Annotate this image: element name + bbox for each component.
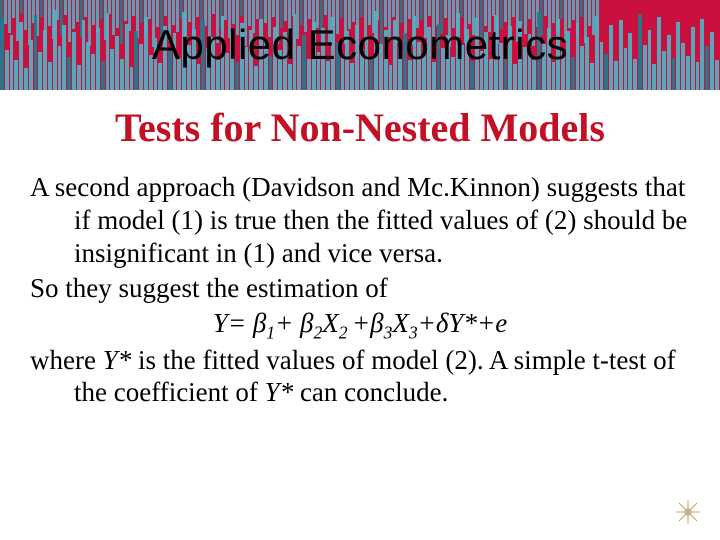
eq-sub2: 2 bbox=[313, 322, 322, 342]
eq-e: e bbox=[495, 308, 507, 338]
p3-text-a: where bbox=[30, 345, 103, 375]
slide-content: Tests for Non-Nested Models A second app… bbox=[0, 90, 720, 409]
eq-Y: Y= bbox=[213, 308, 253, 338]
body-text: A second approach (Davidson and Mc.Kinno… bbox=[30, 171, 690, 409]
course-title: Applied Econometrics bbox=[0, 0, 720, 90]
eq-delta: δ bbox=[436, 308, 449, 338]
eq-plus1: + bbox=[275, 308, 300, 338]
eq-subx2: 2 bbox=[339, 322, 352, 342]
paragraph-3: where Y* is the fitted values of model (… bbox=[30, 344, 690, 410]
equation: Y= β1+ β2X2 +β3X3+δY*+e bbox=[30, 307, 690, 344]
eq-beta2: β bbox=[300, 308, 313, 338]
p3-text-c: can conclude. bbox=[293, 377, 448, 407]
p3-ystar2: Y* bbox=[265, 377, 294, 407]
p3-ystar: Y* bbox=[103, 345, 132, 375]
eq-beta3: β bbox=[370, 308, 383, 338]
eq-subx3: 3 bbox=[409, 322, 418, 342]
paragraph-2: So they suggest the estimation of bbox=[30, 272, 690, 305]
eq-plus3: + bbox=[418, 308, 436, 338]
title-banner: Applied Econometrics bbox=[0, 0, 720, 90]
eq-sub1: 1 bbox=[266, 322, 275, 342]
paragraph-1: A second approach (Davidson and Mc.Kinno… bbox=[30, 171, 690, 270]
eq-X2: X bbox=[322, 308, 339, 338]
eq-plus2: + bbox=[352, 308, 370, 338]
corner-ornament-icon bbox=[674, 498, 702, 526]
eq-Ystar: Y* bbox=[448, 308, 477, 338]
slide-heading: Tests for Non-Nested Models bbox=[30, 104, 690, 151]
eq-beta1: β bbox=[253, 308, 266, 338]
eq-X3: X bbox=[392, 308, 409, 338]
eq-plus4: + bbox=[477, 308, 495, 338]
